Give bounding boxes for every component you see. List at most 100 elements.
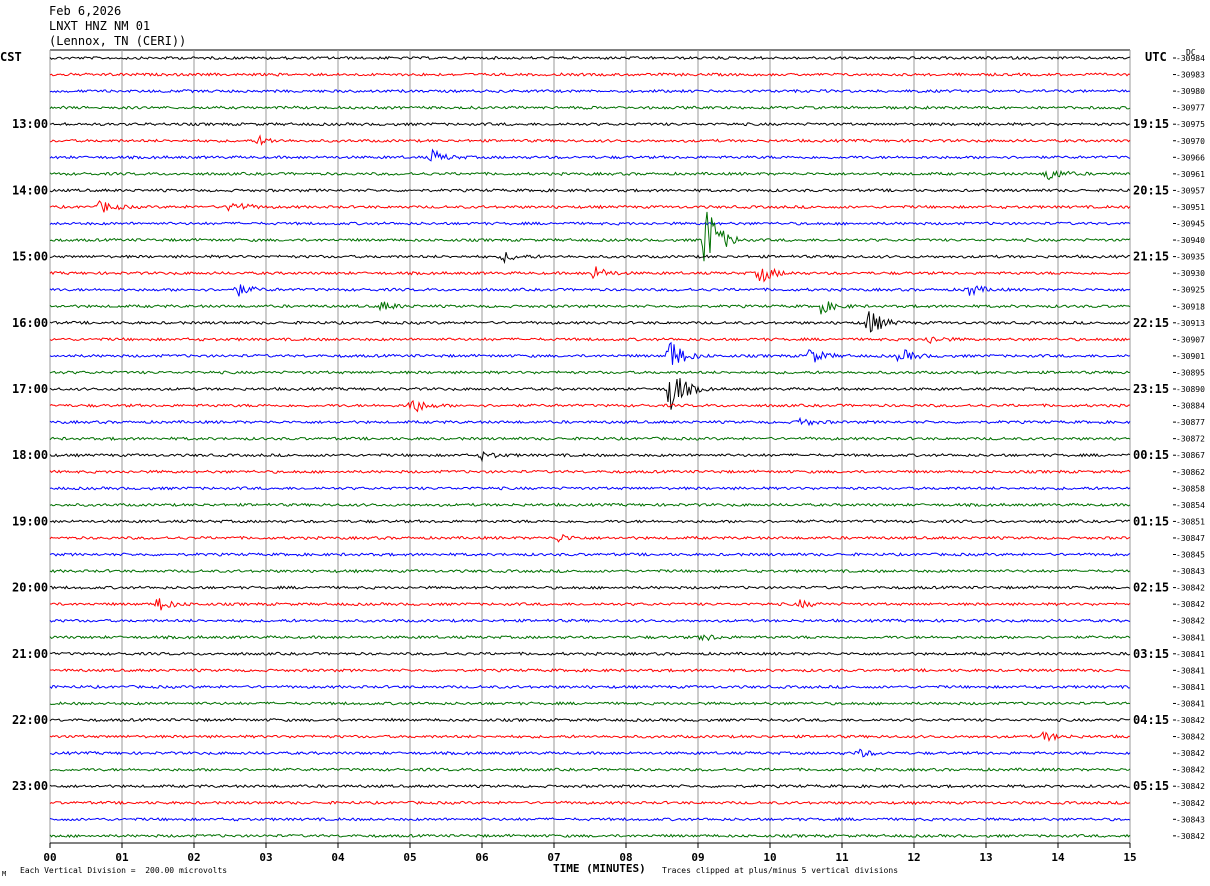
utc-label-22:15: 22:15 xyxy=(1133,316,1169,330)
trace-35 xyxy=(49,634,1131,642)
utc-label-01:15: 01:15 xyxy=(1133,514,1169,528)
x-tick-label-11: 11 xyxy=(835,851,849,864)
seismic-traces xyxy=(49,55,1131,838)
trace-2 xyxy=(49,88,1131,94)
x-tick-label-08: 08 xyxy=(619,851,632,864)
utc-label-03:15: 03:15 xyxy=(1133,647,1169,661)
trace-25 xyxy=(49,469,1131,474)
dc-offset-40: -30842 xyxy=(1176,716,1205,725)
dc-offset-3: -30977 xyxy=(1176,104,1205,113)
trace-41 xyxy=(49,730,1131,743)
dc-offset-24: -30867 xyxy=(1176,451,1205,460)
trace-34 xyxy=(49,618,1131,623)
dc-offset-21: -30884 xyxy=(1176,402,1205,411)
dc-offset-20: -30890 xyxy=(1176,385,1205,394)
cst-label-18:00: 18:00 xyxy=(12,448,48,462)
dc-offset-25: -30862 xyxy=(1176,468,1205,477)
trace-46 xyxy=(49,817,1131,822)
x-tick-label-07: 07 xyxy=(547,851,560,864)
utc-label-20:15: 20:15 xyxy=(1133,183,1169,197)
trace-5 xyxy=(49,134,1131,146)
cst-label-20:00: 20:00 xyxy=(12,581,48,595)
trace-22 xyxy=(49,416,1131,427)
cst-label-21:00: 21:00 xyxy=(12,647,48,661)
x-tick-label-02: 02 xyxy=(187,851,200,864)
trace-31 xyxy=(49,568,1131,574)
utc-label-19:15: 19:15 xyxy=(1133,117,1169,131)
x-axis: 00 01 02 03 04 05 06 07 08 09 10 11 12 13 14 15 xyxy=(43,842,1137,864)
dc-offset-36: -30841 xyxy=(1176,650,1205,659)
trace-44 xyxy=(49,783,1131,789)
dc-offset-12: -30935 xyxy=(1176,253,1205,262)
dc-offset-43: -30842 xyxy=(1176,766,1205,775)
trace-40 xyxy=(49,717,1131,723)
station-code: LNXT HNZ NM 01 xyxy=(49,19,151,33)
dc-offset-44: -30842 xyxy=(1176,782,1205,791)
trace-28 xyxy=(49,519,1131,524)
dc-offset-30: -30845 xyxy=(1176,551,1205,560)
trace-13 xyxy=(49,266,1131,283)
vertical-division-note: Each Vertical Division = 200.00 microvol… xyxy=(20,866,228,875)
dc-offset-4: -30975 xyxy=(1176,120,1205,129)
dc-offset-18: -30901 xyxy=(1176,352,1205,361)
trace-39 xyxy=(49,701,1131,706)
trace-47 xyxy=(49,833,1131,838)
x-tick-label-06: 06 xyxy=(475,851,489,864)
trace-21 xyxy=(49,399,1131,413)
right-axis-title: UTC xyxy=(1145,50,1167,64)
dc-offset-22: -30877 xyxy=(1176,418,1205,427)
dc-offset-1: -30983 xyxy=(1176,71,1205,80)
trace-17 xyxy=(49,336,1130,345)
trace-24 xyxy=(49,451,1131,463)
trace-15 xyxy=(49,301,1131,315)
trace-11 xyxy=(49,211,1131,262)
x-tick-label-12: 12 xyxy=(907,851,920,864)
dc-offset-28: -30851 xyxy=(1176,517,1205,526)
utc-label-05:15: 05:15 xyxy=(1133,779,1169,793)
trace-1 xyxy=(49,72,1131,77)
dc-offset-27: -30854 xyxy=(1176,501,1205,510)
dc-offset-2: -30980 xyxy=(1176,87,1205,96)
trace-8 xyxy=(49,188,1131,193)
cst-label-17:00: 17:00 xyxy=(12,382,48,396)
dc-offset-33: -30842 xyxy=(1176,600,1205,609)
trace-26 xyxy=(49,486,1131,491)
trace-36 xyxy=(49,651,1131,657)
trace-23 xyxy=(49,436,1131,441)
dc-offset-47: -30842 xyxy=(1176,832,1205,841)
dc-offset-10: -30945 xyxy=(1176,220,1205,229)
trace-7 xyxy=(49,169,1131,181)
dc-title: DC xyxy=(1186,48,1196,57)
utc-label-04:15: 04:15 xyxy=(1133,713,1169,727)
dc-offset-42: -30842 xyxy=(1176,749,1205,758)
x-axis-title: TIME (MINUTES) xyxy=(553,862,646,875)
utc-label-02:15: 02:15 xyxy=(1133,581,1169,595)
dc-offset-41: -30842 xyxy=(1176,733,1205,742)
trace-42 xyxy=(49,748,1131,758)
trace-38 xyxy=(49,684,1131,690)
x-tick-label-03: 03 xyxy=(259,851,272,864)
trace-33 xyxy=(50,598,1131,611)
x-tick-label-04: 04 xyxy=(331,851,345,864)
trace-4 xyxy=(49,121,1131,127)
dc-offset-13: -30930 xyxy=(1176,269,1205,278)
cst-label-14:00: 14:00 xyxy=(12,183,48,197)
dc-offset-29: -30847 xyxy=(1176,534,1205,543)
utc-label-00:15: 00:15 xyxy=(1133,448,1169,462)
x-tick-label-10: 10 xyxy=(763,851,776,864)
x-tick-label-00: 00 xyxy=(43,851,56,864)
dc-offset-0: -30984 xyxy=(1176,54,1205,63)
trace-37 xyxy=(49,668,1131,673)
dc-offset-37: -30841 xyxy=(1176,666,1205,675)
dc-offset-34: -30842 xyxy=(1176,617,1205,626)
dc-offset-38: -30841 xyxy=(1176,683,1205,692)
station-location: (Lennox, TN (CERI)) xyxy=(49,34,187,48)
dc-offset-6: -30966 xyxy=(1176,153,1205,162)
minute-gridlines xyxy=(49,49,1131,843)
chart-date: Feb 6,2026 xyxy=(49,4,122,18)
trace-10 xyxy=(49,221,1131,226)
dc-offset-7: -30961 xyxy=(1176,170,1205,179)
utc-label-23:15: 23:15 xyxy=(1133,382,1169,396)
dc-offset-46: -30843 xyxy=(1176,815,1205,824)
